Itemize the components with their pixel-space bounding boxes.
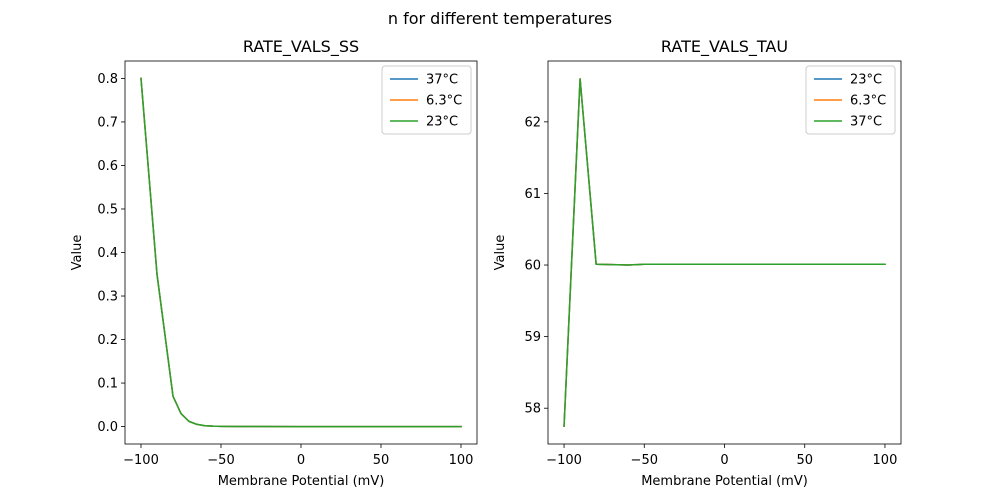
chart0-x-axis-label: Membrane Potential (mV) (218, 474, 385, 489)
chart0-legend-label-1: 6.3°C (426, 94, 462, 109)
chart0-y-tick-label: 0.3 (97, 290, 118, 305)
chart0-y-tick-label: 0.8 (97, 72, 118, 87)
chart0-legend-label-0: 37°C (426, 73, 458, 88)
chart0-x-tick-label: −50 (207, 453, 234, 468)
chart0-series-line-2 (140, 77, 462, 428)
chart0-legend-box (381, 65, 472, 135)
chart0-x-tick-label: 0 (297, 453, 305, 468)
chart0-x-tick-label: −100 (123, 453, 159, 468)
chart0-title: RATE_VALS_SS (243, 37, 359, 57)
chart0-y-tick-label: 0.7 (97, 115, 118, 130)
chart1-y-tick-label: 59 (524, 330, 541, 345)
chart0-legend: 37°C 6.3°C 23°C (381, 65, 472, 135)
chart1-legend: 23°C 6.3°C 37°C (805, 65, 896, 135)
chart1-x-tick-label: −100 (546, 453, 582, 468)
chart1-legend-label-0: 23°C (850, 73, 882, 88)
chart0-y-tick-label: 0.2 (97, 333, 118, 348)
chart-panel-rate-vals-ss: −100 −50 0 50 100 0.0 0.1 0.2 0.3 0.4 0.5 0.6 0.7 0.8… (70, 37, 478, 489)
chart1-x-axis-label: Membrane Potential (mV) (641, 474, 808, 489)
chart0-y-tick-label: 0.1 (97, 377, 118, 392)
chart1-y-tick-label: 58 (524, 402, 541, 417)
chart0-y-tick-label: 0.0 (97, 420, 118, 435)
chart0-series-group (140, 77, 462, 428)
chart1-legend-box (805, 65, 896, 135)
chart0-x-tick-label: 50 (373, 453, 390, 468)
chart0-y-axis-label: Value (70, 235, 85, 271)
chart1-x-tick-label: −50 (631, 453, 658, 468)
chart1-x-tick-label: 0 (720, 453, 728, 468)
chart1-y-tick-label: 62 (524, 115, 541, 130)
chart0-x-tick-label: 100 (449, 453, 474, 468)
chart1-legend-label-1: 6.3°C (850, 94, 886, 109)
chart1-series-line-2 (563, 78, 886, 427)
chart0-y-tick-label: 0.6 (97, 159, 118, 174)
figure-title: n for different temperatures (388, 9, 612, 28)
chart1-y-tick-label: 60 (524, 259, 541, 274)
chart1-x-tick-label: 50 (796, 453, 813, 468)
chart1-x-tick-label: 100 (873, 453, 898, 468)
chart1-y-axis-label: Value (493, 235, 508, 271)
chart1-y-tick-label: 61 (524, 187, 541, 202)
chart0-y-tick-label: 0.5 (97, 202, 118, 217)
chart0-y-tick-label: 0.4 (97, 246, 118, 261)
chart-panel-rate-vals-tau: −100 −50 0 50 100 58 59 60 61 62 RATE_VALS_TAU Memb… (493, 37, 902, 489)
chart1-series-group (563, 78, 886, 427)
chart1-title: RATE_VALS_TAU (661, 37, 788, 57)
chart0-legend-label-2: 23°C (426, 115, 458, 130)
chart1-legend-label-2: 37°C (850, 115, 882, 130)
